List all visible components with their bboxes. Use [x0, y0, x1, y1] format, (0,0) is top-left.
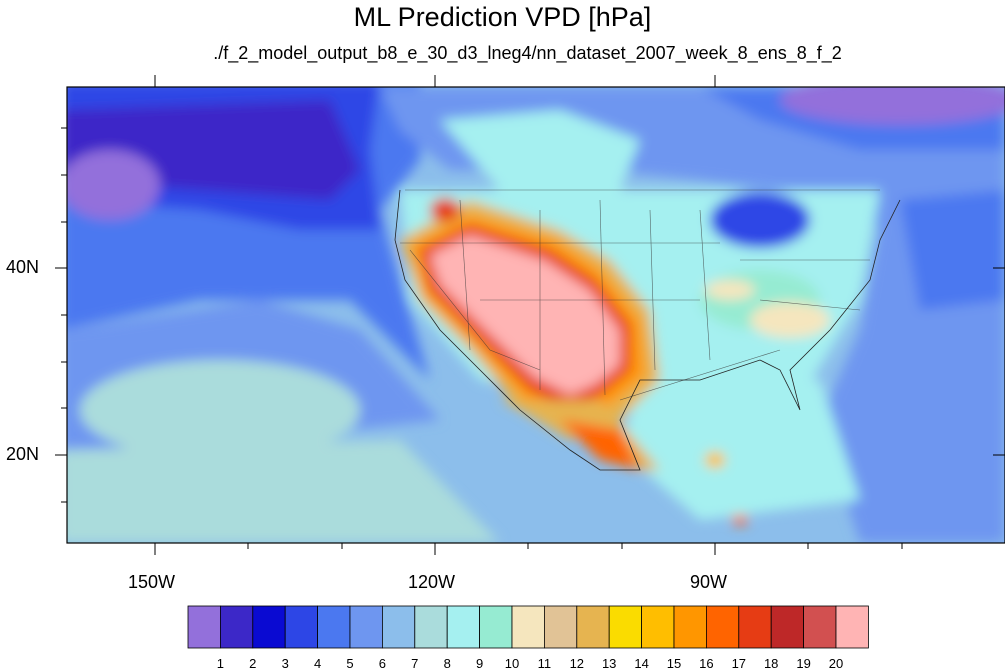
map-title: ML Prediction VPD [hPa]: [353, 2, 652, 32]
colorbar-label: 18: [763, 656, 779, 671]
lon-label-120w: 120W: [408, 572, 456, 592]
colorbar-swatch: [317, 605, 351, 649]
colorbar-label: 11: [537, 656, 552, 671]
colorbar-label: 9: [475, 656, 484, 671]
colorbar-swatch: [220, 605, 254, 649]
lon-label-150w: 150W: [128, 572, 176, 592]
boundary-lines: [400, 189, 880, 401]
colorbar-swatch: [706, 605, 740, 649]
colorbar-label: 1: [216, 656, 224, 671]
colorbar-swatch: [252, 605, 286, 649]
colorbar-swatch: [641, 605, 675, 649]
map-subtitle: ./f_2_model_output_b8_e_30_d3_lneg4/nn_d…: [213, 43, 842, 63]
colorbar-swatch: [511, 605, 545, 649]
colorbar-label: 3: [281, 656, 289, 671]
coastline: [394, 189, 901, 471]
colorbar-label: 17: [731, 656, 747, 671]
colorbar-label: 10: [504, 656, 520, 671]
colorbar-swatch: [803, 605, 837, 649]
colorbar-label: 19: [796, 656, 811, 671]
colorbar-label: 15: [666, 656, 682, 671]
lat-label-40n: 40N: [6, 257, 40, 277]
lat-ticks: [55, 127, 1005, 503]
colorbar-swatch: [414, 605, 448, 649]
colorbar-swatch: [349, 605, 383, 649]
colorbar-label: 6: [378, 656, 386, 671]
colorbar-label: 8: [443, 656, 451, 671]
colorbar-label: 12: [569, 656, 585, 671]
colorbar-swatch: [835, 605, 869, 649]
colorbar-label: 14: [634, 656, 649, 671]
colorbar-swatch: [576, 605, 610, 649]
colorbar-label: 2: [249, 656, 257, 671]
colorbar-swatch: [381, 605, 416, 649]
colorbar-swatch: [446, 605, 481, 649]
lon-ticks: [154, 75, 903, 555]
colorbar-label: 16: [699, 656, 714, 671]
colorbar-swatch: [738, 605, 772, 649]
colorbar-swatch: [608, 605, 643, 649]
colorbar-swatch: [543, 605, 578, 649]
colorbar-label: 13: [601, 656, 617, 671]
lat-label-20n: 20N: [6, 444, 40, 464]
colorbar-label: 20: [828, 656, 844, 671]
colorbar-label: 7: [411, 656, 419, 671]
vpd-field: [67, 87, 1005, 543]
colorbar-swatch: [284, 605, 318, 649]
vpd-map: [55, 75, 1005, 555]
lon-label-90w: 90W: [690, 572, 728, 592]
colorbar-swatch: [673, 605, 707, 649]
colorbar-label: 4: [313, 656, 322, 671]
colorbar-swatch: [770, 605, 805, 649]
colorbar-swatch: [479, 605, 513, 649]
colorbar-label: 5: [346, 656, 354, 671]
colorbar-swatch: [187, 605, 221, 649]
colorbar: [187, 605, 869, 649]
